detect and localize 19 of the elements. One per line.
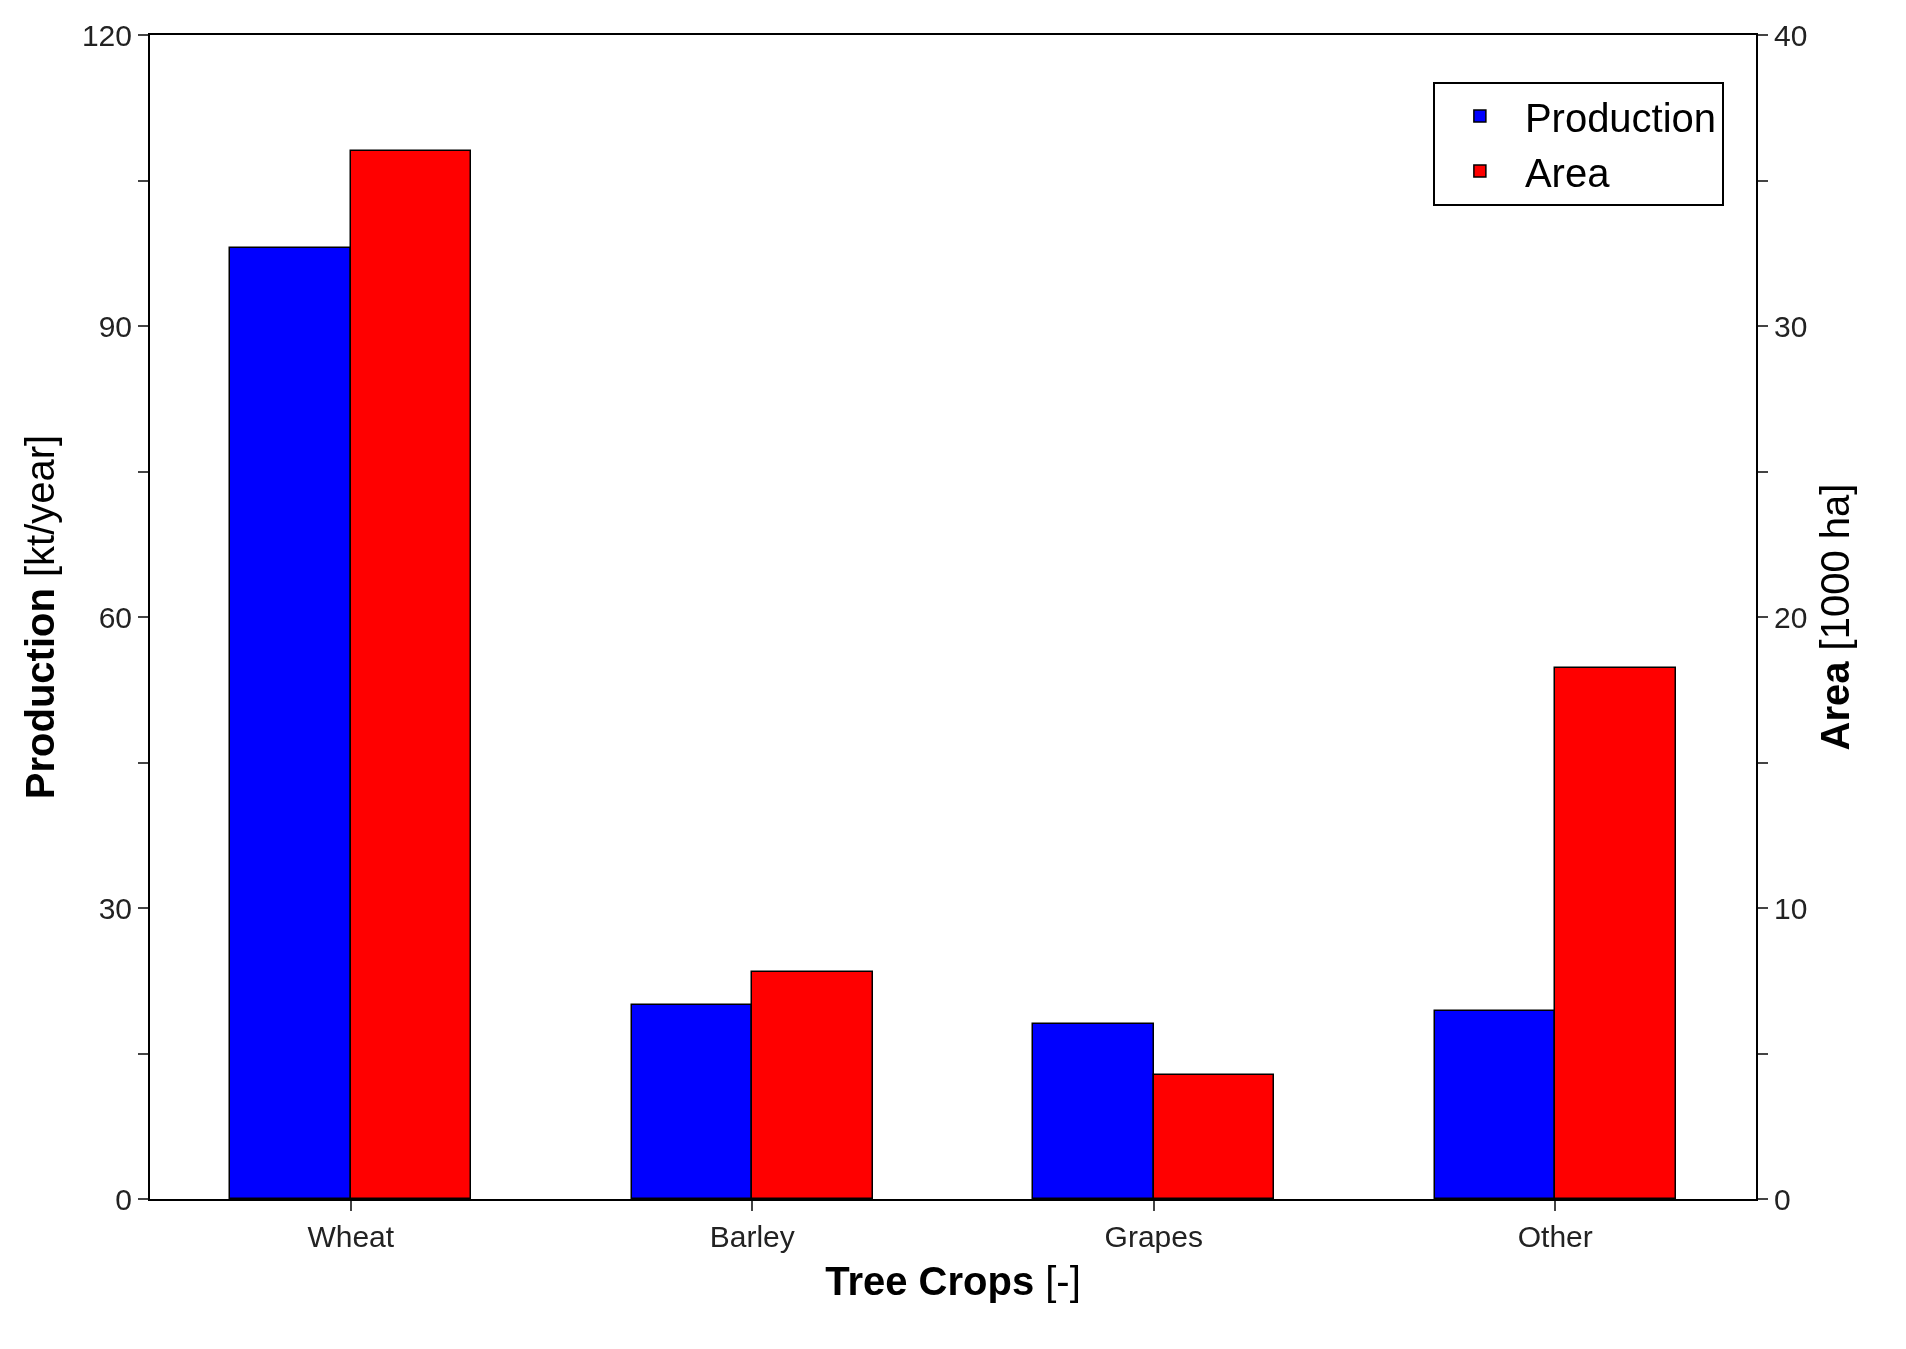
y2-axis-title: Area [1000 ha] [1813,483,1858,751]
y-axis-title: Production [kt/year] [17,434,62,800]
y2-tick-label: 30 [1774,309,1808,343]
y-tick-label: 120 [81,18,132,52]
x-tick-label: Grapes [1104,1220,1203,1253]
x-tick-label: Barley [709,1220,795,1253]
y-tick-label: 90 [98,309,132,343]
legend-label: Production [1524,95,1717,140]
y-tick-label: 0 [115,1182,132,1216]
y-tick-label: 60 [98,600,132,634]
x-tick-label: Wheat [307,1220,395,1253]
legend-label: Area [1524,150,1611,195]
y2-tick-label: 20 [1774,600,1808,634]
x-axis-title: Tree Crops [-] [825,1259,1081,1303]
x-tick-label: Other [1517,1220,1593,1253]
y2-tick-label: 40 [1774,18,1808,52]
y-tick-label: 30 [98,891,132,925]
y2-tick-label: 0 [1774,1182,1791,1216]
y2-tick-label: 10 [1774,891,1808,925]
